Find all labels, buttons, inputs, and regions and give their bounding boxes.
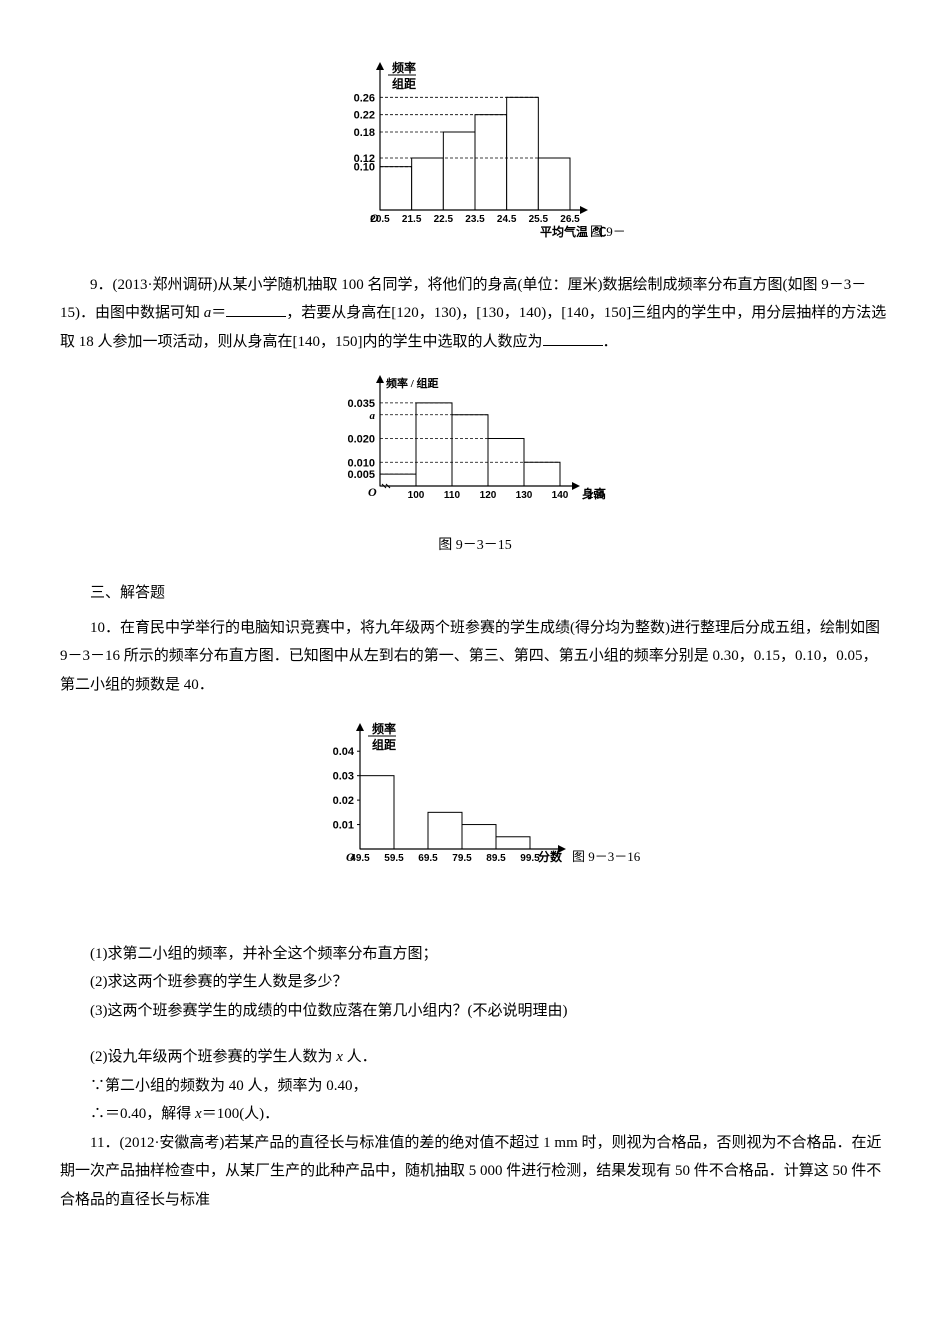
svg-text:0.22: 0.22 — [354, 110, 375, 122]
svg-text:0.01: 0.01 — [333, 820, 354, 832]
svg-text:130: 130 — [516, 490, 533, 501]
svg-text:O: O — [368, 485, 377, 499]
figure-9-3-16: 0.010.020.030.0449.559.569.579.589.599.5… — [60, 709, 890, 890]
q9-blank-2 — [543, 330, 603, 346]
svg-text:100: 100 — [408, 490, 425, 501]
svg-text:a: a — [370, 410, 376, 422]
q10-ans2c-end: ＝100(人)． — [202, 1106, 280, 1122]
q10-ans2a: (2)设九年级两个班参赛的学生人数为 x 人． — [60, 1043, 890, 1072]
svg-text:79.5: 79.5 — [452, 853, 472, 864]
svg-text:23.5: 23.5 — [465, 214, 485, 225]
q10-ans2a-var: x — [336, 1049, 343, 1065]
svg-text:22.5: 22.5 — [434, 214, 454, 225]
chart-3-svg: 0.010.020.030.0449.559.569.579.589.599.5… — [305, 709, 645, 879]
svg-text:0.04: 0.04 — [333, 746, 355, 758]
q9-equals: ＝ — [211, 305, 226, 321]
svg-text:0.03: 0.03 — [333, 771, 354, 783]
svg-text:分数: 分数 — [538, 849, 563, 864]
svg-text:25.5: 25.5 — [529, 214, 549, 225]
chart-1-svg: 0.100.120.180.220.2620.521.522.523.524.5… — [325, 50, 625, 240]
q10-ans2b: ∵第二小组的频数为 40 人，频率为 0.40， — [60, 1072, 890, 1101]
svg-text:O: O — [346, 850, 355, 864]
q9-period: ． — [603, 334, 618, 350]
svg-text:图 9－3－14: 图 9－3－14 — [590, 224, 625, 239]
svg-text:0.26: 0.26 — [354, 92, 375, 104]
svg-text:0.12: 0.12 — [354, 153, 375, 165]
chart-2-svg: 0.0050.0100.020a0.035100110120130140150频… — [325, 366, 625, 516]
svg-text:0.020: 0.020 — [347, 434, 375, 446]
svg-text:频率: 频率 — [372, 721, 396, 736]
svg-text:组距: 组距 — [372, 737, 396, 752]
question-11: 11．(2012·安徽高考)若某产品的直径长与标准值的差的绝对值不超过 1 mm… — [60, 1129, 890, 1215]
spacer — [60, 910, 890, 940]
svg-text:O: O — [370, 211, 379, 225]
svg-text:26.5: 26.5 — [560, 214, 580, 225]
q10-ans2c-text: ∴＝0.40，解得 — [90, 1106, 195, 1122]
q10-sub3: (3)这两个班参赛学生的成绩的中位数应落在第几小组内？(不必说明理由) — [60, 997, 890, 1026]
figure-9-3-15-caption: 图 9－3－15 — [60, 533, 890, 560]
spacer-2 — [60, 1025, 890, 1043]
svg-text:89.5: 89.5 — [486, 853, 506, 864]
q10-ans2a-end: 人． — [343, 1049, 377, 1065]
svg-text:身高: 身高 — [582, 486, 606, 501]
q10-sub2: (2)求这两个班参赛的学生人数是多少？ — [60, 968, 890, 997]
svg-text:110: 110 — [444, 490, 461, 501]
svg-text:120: 120 — [480, 490, 497, 501]
svg-text:0.005: 0.005 — [347, 469, 375, 481]
svg-text:频率 / 组距: 频率 / 组距 — [386, 376, 439, 390]
question-9: 9．(2013·郑州调研)从某小学随机抽取 100 名同学，将他们的身高(单位：… — [60, 271, 890, 357]
figure-9-3-15: 0.0050.0100.020a0.035100110120130140150频… — [60, 366, 890, 559]
figure-9-3-14: 0.100.120.180.220.2620.521.522.523.524.5… — [60, 50, 890, 251]
svg-text:0.010: 0.010 — [347, 457, 375, 469]
svg-text:21.5: 21.5 — [402, 214, 422, 225]
q10-ans2c-var: x — [195, 1106, 202, 1122]
question-10-intro: 10．在育民中学举行的电脑知识竞赛中，将九年级两个班参赛的学生成绩(得分均为整数… — [60, 614, 890, 700]
svg-text:59.5: 59.5 — [384, 853, 404, 864]
svg-text:0.035: 0.035 — [347, 398, 375, 410]
q10-ans2a-text: (2)设九年级两个班参赛的学生人数为 — [90, 1049, 336, 1065]
svg-text:0.02: 0.02 — [333, 795, 354, 807]
svg-text:0.18: 0.18 — [354, 127, 375, 139]
q10-ans2c: ∴＝0.40，解得 x＝100(人)． — [60, 1100, 890, 1129]
svg-text:140: 140 — [552, 490, 569, 501]
svg-text:图 9－3－16: 图 9－3－16 — [572, 849, 641, 864]
svg-text:24.5: 24.5 — [497, 214, 517, 225]
svg-text:组距: 组距 — [392, 76, 416, 91]
q9-blank-1 — [226, 301, 286, 317]
svg-text:69.5: 69.5 — [418, 853, 438, 864]
svg-text:频率: 频率 — [392, 60, 416, 75]
section-3-heading: 三、解答题 — [60, 579, 890, 608]
q10-sub1: (1)求第二小组的频率，并补全这个频率分布直方图； — [60, 940, 890, 969]
